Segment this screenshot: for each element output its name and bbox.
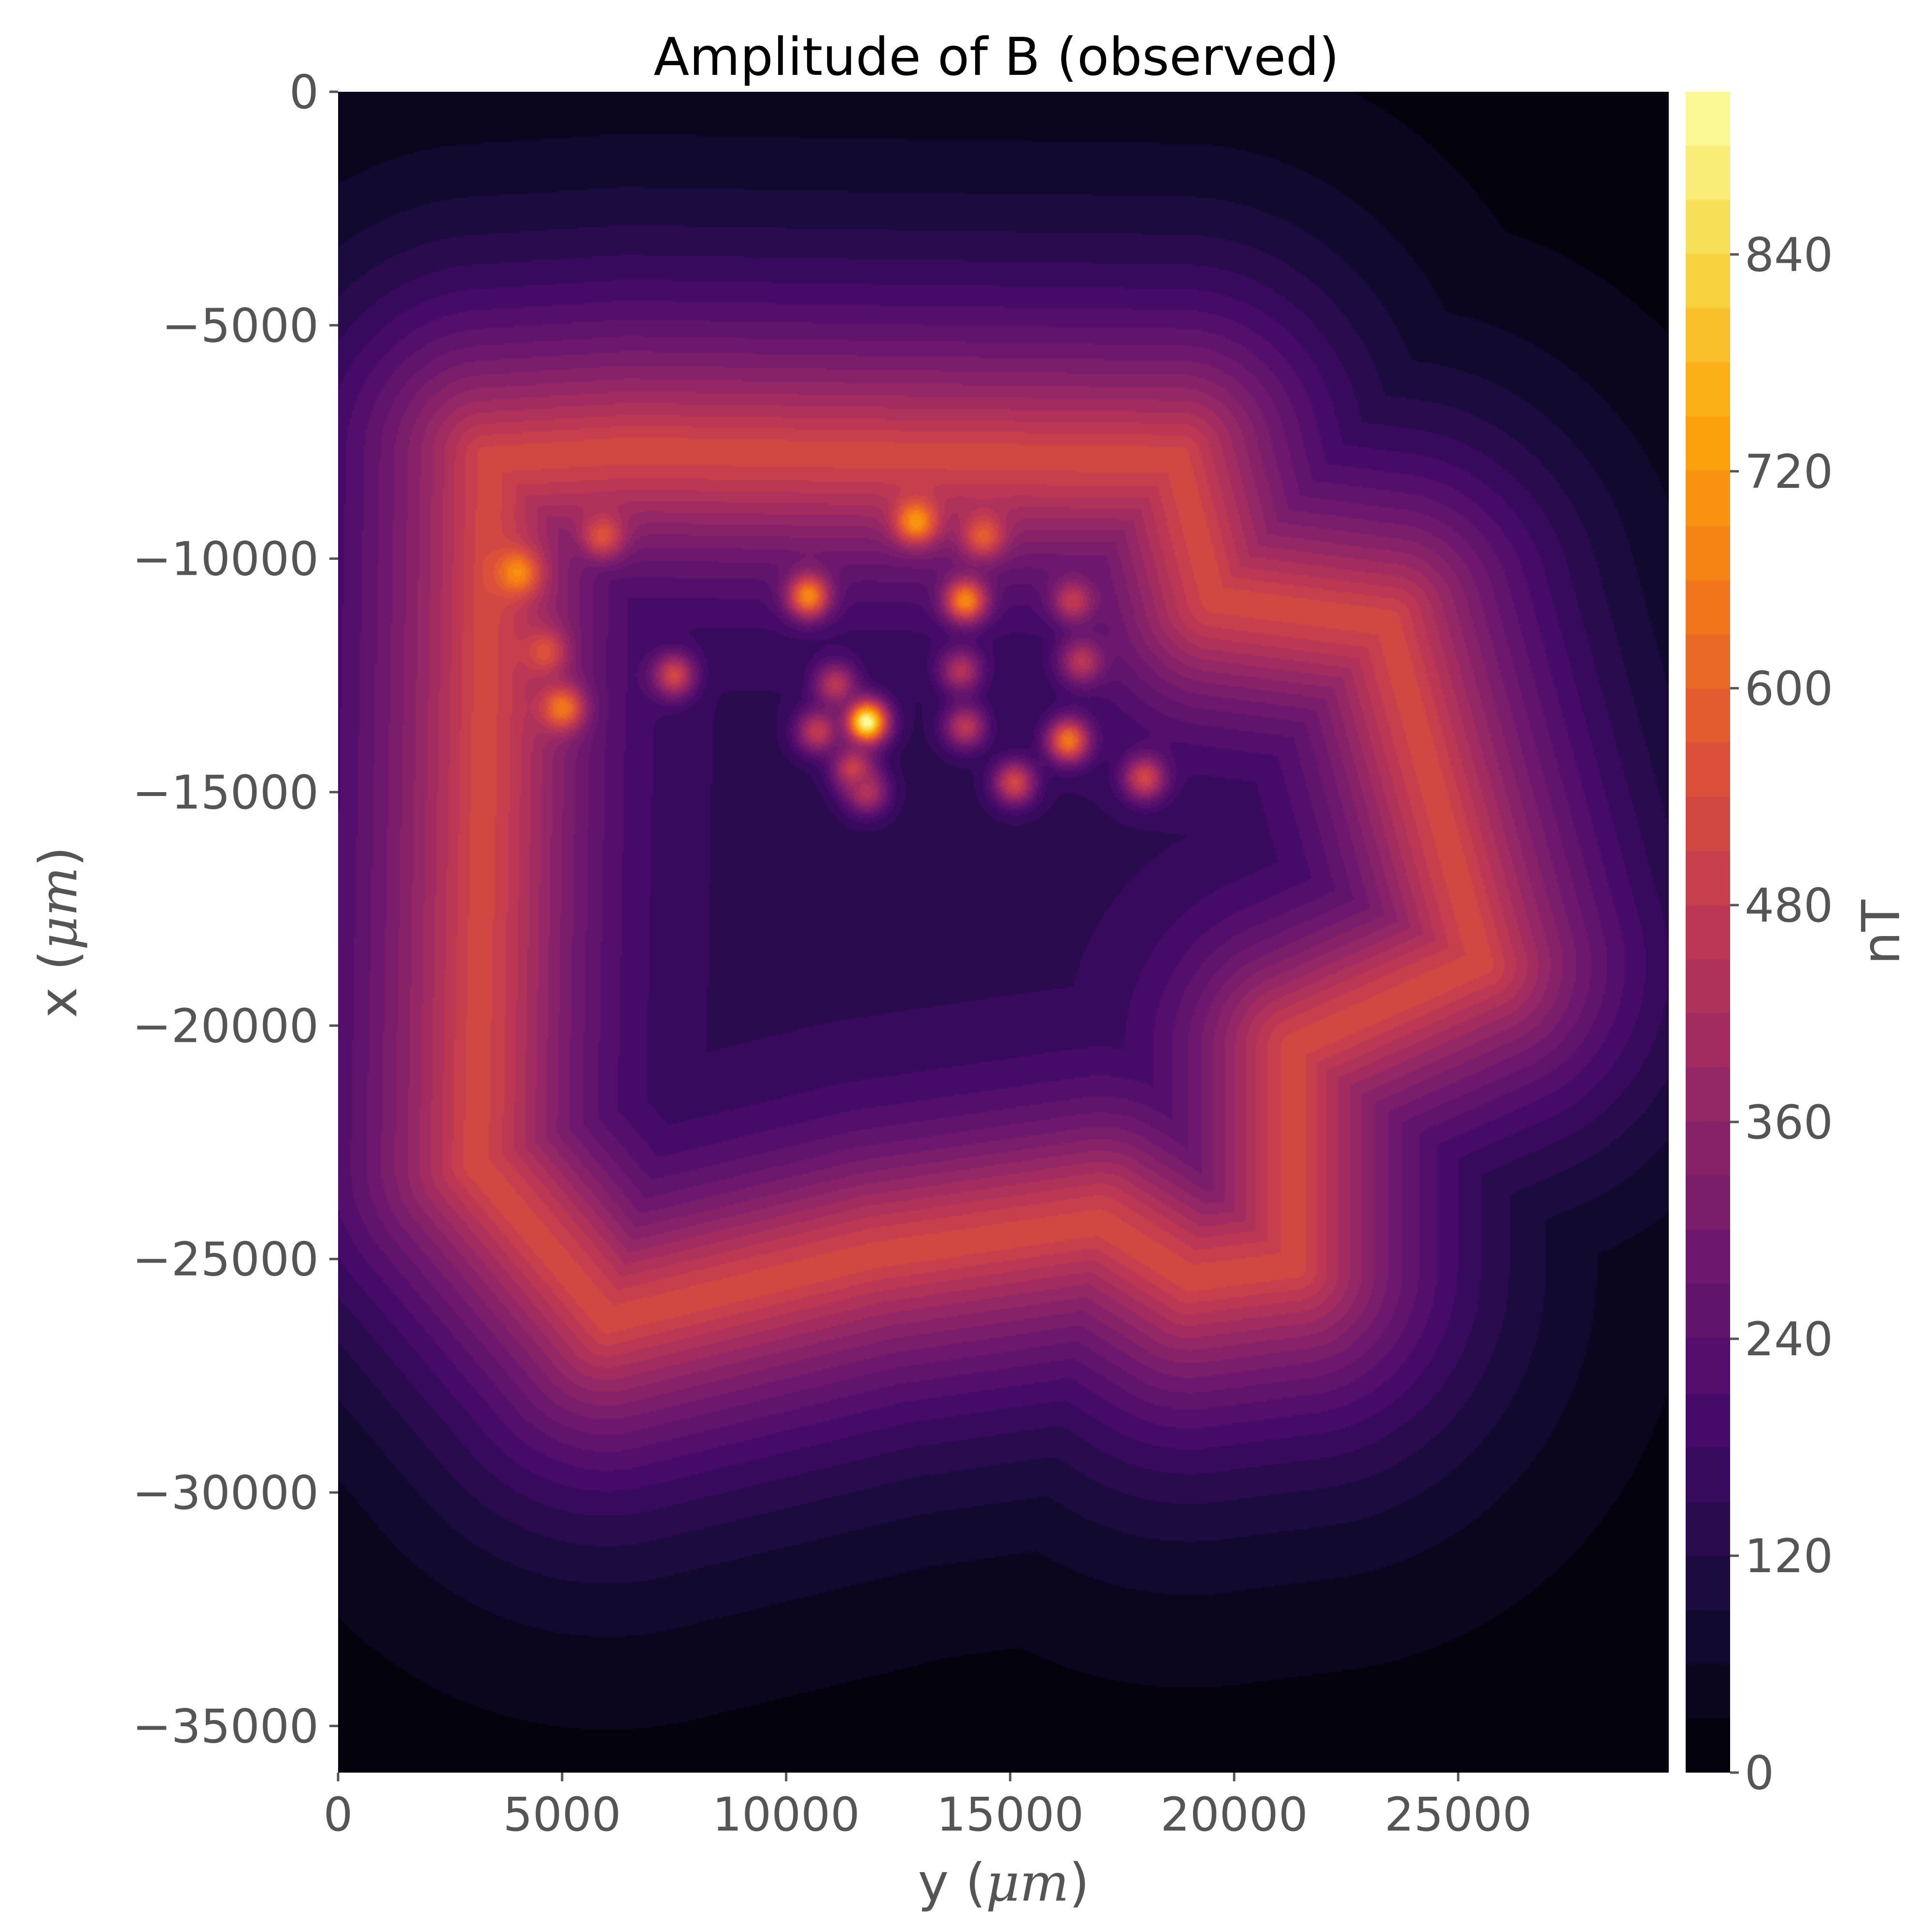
x-tick-label: 15000 — [937, 1788, 1084, 1842]
y-tick-label: −30000 — [132, 1466, 319, 1520]
x-tick-label: 10000 — [712, 1788, 860, 1842]
y-tick-label: −5000 — [162, 298, 319, 353]
colorbar — [1686, 92, 1730, 1773]
plot-area — [338, 92, 1669, 1773]
colorbar-axis: 0 120 240 360 480 600 720 840 — [1730, 228, 1833, 1800]
colorbar-tick-label: 120 — [1745, 1529, 1833, 1583]
x-tick-label: 25000 — [1384, 1788, 1532, 1842]
x-axis: 0 5000 10000 15000 20000 25000 — [323, 1773, 1532, 1842]
colorbar-tick-label: 360 — [1745, 1095, 1833, 1150]
colorbar-label: nT — [1851, 899, 1912, 965]
colorbar-tick-label: 480 — [1745, 879, 1833, 933]
colorbar-tick-label: 0 — [1745, 1746, 1774, 1800]
colorbar-tick-label: 240 — [1745, 1312, 1833, 1366]
y-tick-label: −15000 — [132, 766, 319, 820]
colorbar-tick-label: 720 — [1745, 445, 1833, 499]
colorbar-tick-label: 600 — [1745, 662, 1833, 716]
x-axis-label: y (μm) — [918, 1853, 1089, 1913]
x-tick-label: 0 — [323, 1788, 353, 1842]
chart-title: Amplitude of B (observed) — [653, 27, 1339, 87]
colorbar-tick-label: 840 — [1745, 228, 1833, 282]
y-tick-label: −25000 — [132, 1233, 319, 1287]
y-tick-label: −10000 — [132, 532, 319, 586]
colorbar-canvas — [1686, 92, 1730, 1773]
y-tick-label: 0 — [289, 65, 319, 119]
y-tick-label: −20000 — [132, 999, 319, 1053]
y-axis-label: x (μm) — [28, 846, 89, 1018]
heatmap-canvas — [338, 92, 1669, 1773]
x-tick-label: 5000 — [503, 1788, 621, 1842]
y-tick-label: −35000 — [132, 1699, 319, 1753]
y-axis: 0 −5000 −10000 −15000 −20000 −25000 −30000 −350… — [132, 65, 338, 1753]
x-tick-label: 20000 — [1161, 1788, 1308, 1842]
